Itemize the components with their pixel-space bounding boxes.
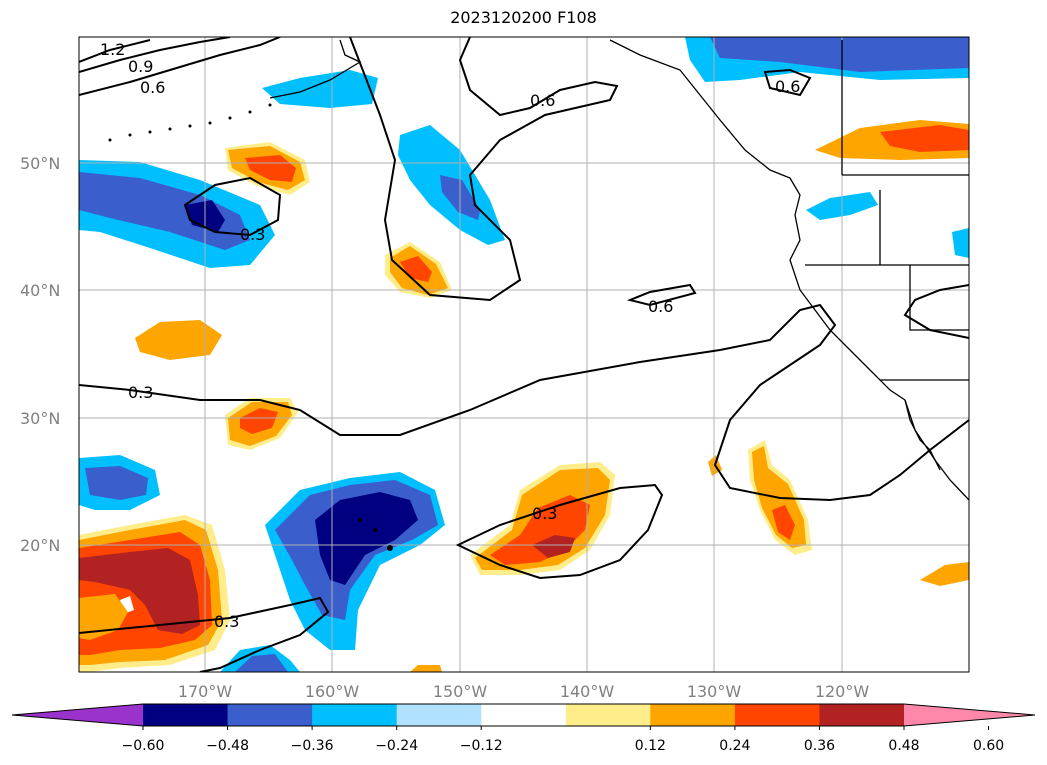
lon-label: 120°W (815, 682, 870, 701)
colorbar-segment (312, 704, 398, 726)
map-title: 2023120200 F108 (450, 8, 597, 27)
contour-lines (79, 37, 969, 672)
map-frame (78, 36, 970, 673)
coastlines (269, 39, 969, 501)
colorbar-tick-label: −0.48 (206, 738, 249, 754)
contour-label: 0.6 (775, 77, 800, 96)
lat-label: 20°N (20, 536, 60, 555)
contour-label: 0.6 (530, 91, 555, 110)
contour-label: 0.6 (648, 297, 673, 316)
colorbar: −0.60 −0.48 −0.36 −0.24 −0.12 0.12 0.24 0.36 0.4… (11, 703, 1036, 754)
lon-label: 170°W (178, 682, 233, 701)
colorbar-segment (227, 704, 313, 726)
colorbar-tick-label: −0.60 (122, 738, 165, 754)
lon-label: 140°W (560, 682, 615, 701)
colorbar-segment (650, 704, 736, 726)
anomaly-positive-west-mid (135, 320, 222, 360)
anomaly-negative-aleutian (262, 70, 378, 108)
colorbar-segment (819, 704, 905, 726)
colorbar-extend-low (12, 704, 143, 726)
colorbar-segment (734, 704, 820, 726)
lon-label: 150°W (433, 682, 488, 701)
shaded-anomalies (79, 37, 969, 672)
colorbar-tick-label: 0.48 (888, 738, 919, 754)
lon-label: 160°W (305, 682, 360, 701)
colorbar-extend-high (904, 704, 1035, 726)
colorbar-tick-label: 0.24 (719, 738, 750, 754)
contour-label: 0.6 (140, 78, 165, 97)
colorbar-tick-label: 0.36 (804, 738, 835, 754)
lat-label: 40°N (20, 281, 60, 300)
lon-label: 130°W (687, 682, 742, 701)
colorbar-tick-label: −0.36 (291, 738, 334, 754)
colorbar-segment (481, 704, 567, 726)
contour-label: 0.3 (240, 225, 265, 244)
colorbar-tick-label: 0.12 (635, 738, 666, 754)
aleutian-islands (108, 103, 393, 551)
contour-label: 0.3 (532, 504, 557, 523)
contour-label-group: 1.2 0.9 0.6 0.6 0.6 0.6 0.3 0.3 0.3 0.3 (100, 40, 800, 631)
colorbar-tick-label: 0.60 (973, 738, 1004, 754)
colorbar-tick-label: −0.24 (375, 738, 418, 754)
contour-label: 1.2 (100, 40, 125, 59)
colorbar-segment (143, 704, 229, 726)
lat-label: 30°N (20, 409, 60, 428)
contour-label: 0.3 (128, 383, 153, 402)
colorbar-tick-label: −0.12 (460, 738, 503, 754)
contour-label: 0.9 (128, 57, 153, 76)
colorbar-segment (396, 704, 482, 726)
lat-label: 50°N (20, 154, 60, 173)
contour-label: 0.3 (214, 612, 239, 631)
colorbar-segment (565, 704, 651, 726)
